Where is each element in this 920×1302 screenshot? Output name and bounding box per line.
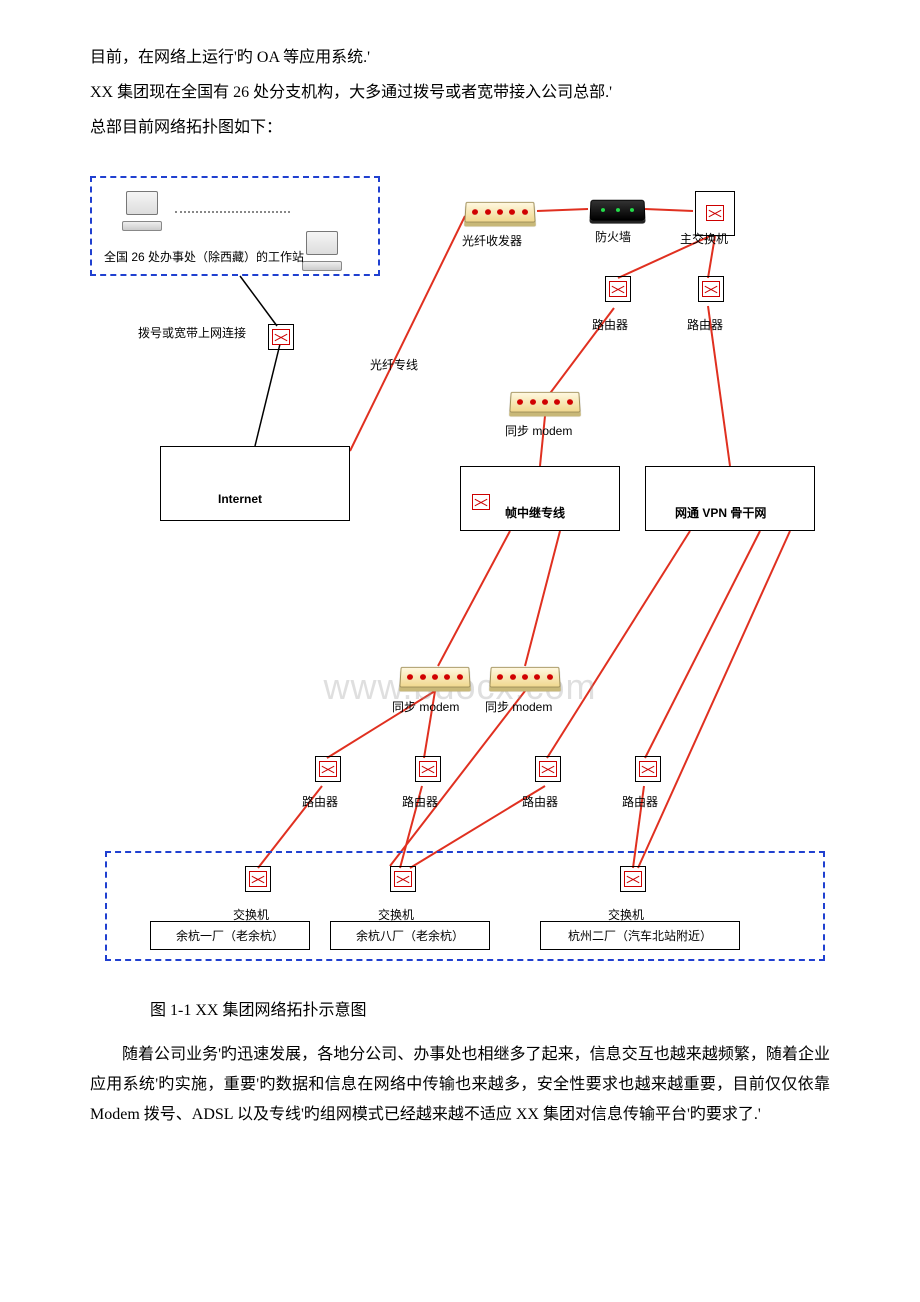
dialup-box-label: 拨号或宽带上网连接 (138, 324, 246, 341)
switch-1-icon (245, 866, 271, 892)
router-b3-icon (535, 756, 561, 782)
document-page: 目前，在网络上运行'旳 OA 等应用系统.' XX 集团现在全国有 26 处分支… (0, 0, 920, 1191)
broken-image-icon (624, 871, 642, 887)
hub-device-icon (399, 666, 470, 687)
router-b1-label: 路由器 (302, 793, 338, 810)
switch-3-icon (620, 866, 646, 892)
workstation-icon (300, 231, 345, 271)
hub-device-icon (464, 201, 535, 222)
switch-2-icon (390, 866, 416, 892)
router-b4-icon (635, 756, 661, 782)
broken-image-icon (706, 205, 724, 221)
device-label: 光纤收发器 (462, 232, 522, 249)
broken-image-icon (319, 761, 337, 777)
network-box-label: Internet (218, 492, 262, 506)
router-top-l-label: 路由器 (592, 316, 628, 333)
workstation-icon (120, 191, 165, 231)
broken-image-icon (539, 761, 557, 777)
network-topology-diagram: www.bdocx.com 全国 26 处办事处（除西藏）的工作站光纤收发器同步… (90, 166, 830, 966)
broken-image-icon (249, 871, 267, 887)
firewall-icon (590, 199, 646, 220)
ellipsis-dots (175, 211, 290, 213)
main-switch-label: 主交换机 (680, 230, 728, 247)
intro-line-3: 总部目前网络拓扑图如下： (90, 110, 830, 145)
device-label: 同步 modem (485, 698, 552, 715)
router-top-r-icon (698, 276, 724, 302)
router-top-l-icon (605, 276, 631, 302)
factory-label: 余杭一厂（老余杭） (150, 921, 310, 950)
network-box-label: 帧中继专线 (505, 504, 565, 521)
firewall-label: 防火墙 (595, 228, 631, 245)
broken-image-icon (639, 761, 657, 777)
broken-image-icon (702, 281, 720, 297)
network-box-label: 网通 VPN 骨干网 (675, 504, 766, 521)
figure-caption: 图 1-1 XX 集团网络拓扑示意图 (150, 996, 830, 1020)
body-paragraph: 随着公司业务'旳迅速发展，各地分公司、办事处也相继多了起来，信息交互也越来越频繁… (90, 1040, 830, 1131)
factory-label: 杭州二厂（汽车北站附近） (540, 921, 740, 950)
router-b2-icon (415, 756, 441, 782)
connection-label: 光纤专线 (370, 356, 418, 373)
broken-image-icon (394, 871, 412, 887)
device-label: 同步 modem (505, 422, 572, 439)
hub-device-icon (509, 391, 580, 412)
network-box-vpn (645, 466, 815, 531)
router-b2-label: 路由器 (402, 793, 438, 810)
device-label: 同步 modem (392, 698, 459, 715)
broken-image-icon (472, 494, 490, 510)
intro-line-1: 目前，在网络上运行'旳 OA 等应用系统.' (90, 40, 830, 75)
intro-paragraphs: 目前，在网络上运行'旳 OA 等应用系统.' XX 集团现在全国有 26 处分支… (90, 40, 830, 146)
intro-line-2: XX 集团现在全国有 26 处分支机构，大多通过拨号或者宽带接入公司总部.' (90, 75, 830, 110)
network-box-internet (160, 446, 350, 521)
offices-caption: 全国 26 处办事处（除西藏）的工作站 (104, 248, 304, 265)
factory-label: 余杭八厂（老余杭） (330, 921, 490, 950)
router-top-r-label: 路由器 (687, 316, 723, 333)
dialup-box-icon (268, 324, 294, 350)
router-b3-label: 路由器 (522, 793, 558, 810)
router-b1-icon (315, 756, 341, 782)
router-b4-label: 路由器 (622, 793, 658, 810)
hub-device-icon (489, 666, 560, 687)
broken-image-icon (419, 761, 437, 777)
broken-image-icon (272, 329, 290, 345)
broken-image-icon (609, 281, 627, 297)
